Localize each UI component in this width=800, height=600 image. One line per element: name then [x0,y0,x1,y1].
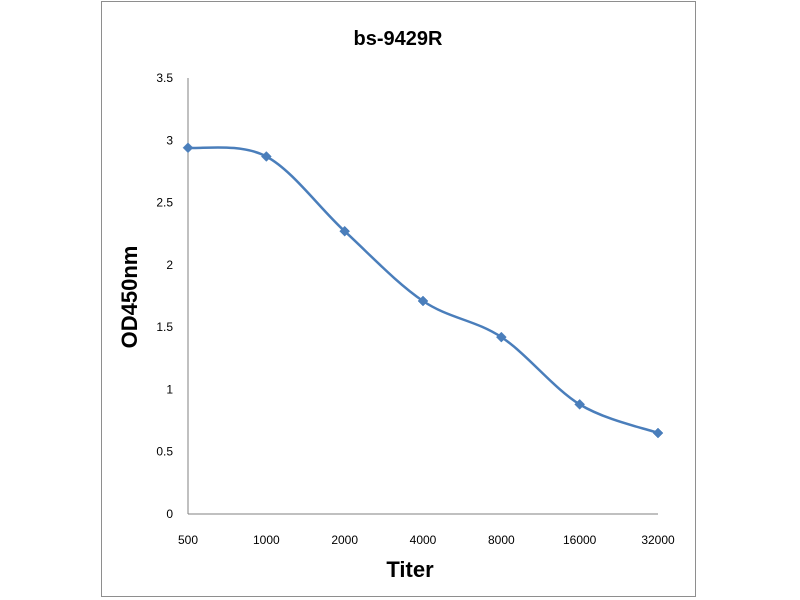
x-tick-label: 8000 [488,533,515,547]
y-tick-label: 2 [166,258,173,272]
data-point-marker [182,142,194,154]
y-tick-label: 2.5 [156,196,173,210]
x-axis-title: Titer [386,557,434,582]
y-tick-label: 0.5 [156,445,173,459]
x-tick-label: 2000 [331,533,358,547]
chart-title: bs-9429R [354,28,443,50]
data-point-marker [574,399,586,410]
x-tick-label: 16000 [563,533,597,547]
data-point-marker [495,331,507,343]
chart-frame [101,1,696,597]
x-tick-label: 1000 [253,533,280,547]
data-point-marker [260,151,272,162]
y-axis-ticks: 0 0.5 1 1.5 2 2.5 3 3.5 [156,71,173,521]
series-group [182,142,664,439]
y-tick-label: 1.5 [156,320,173,334]
y-tick-label: 3.5 [156,71,173,85]
y-tick-label: 3 [166,133,173,147]
data-point-marker [417,295,429,307]
y-axis-title: OD450nm [117,246,142,349]
data-point-marker [339,225,351,237]
x-tick-label: 4000 [410,533,437,547]
x-tick-label: 500 [178,533,198,547]
x-axis-ticks: 500 1000 2000 4000 8000 16000 32000 [178,533,675,547]
y-tick-label: 1 [166,382,173,396]
x-tick-label: 32000 [641,533,675,547]
data-point-marker [652,427,664,439]
series-line [187,146,659,435]
y-tick-label: 0 [166,507,173,521]
